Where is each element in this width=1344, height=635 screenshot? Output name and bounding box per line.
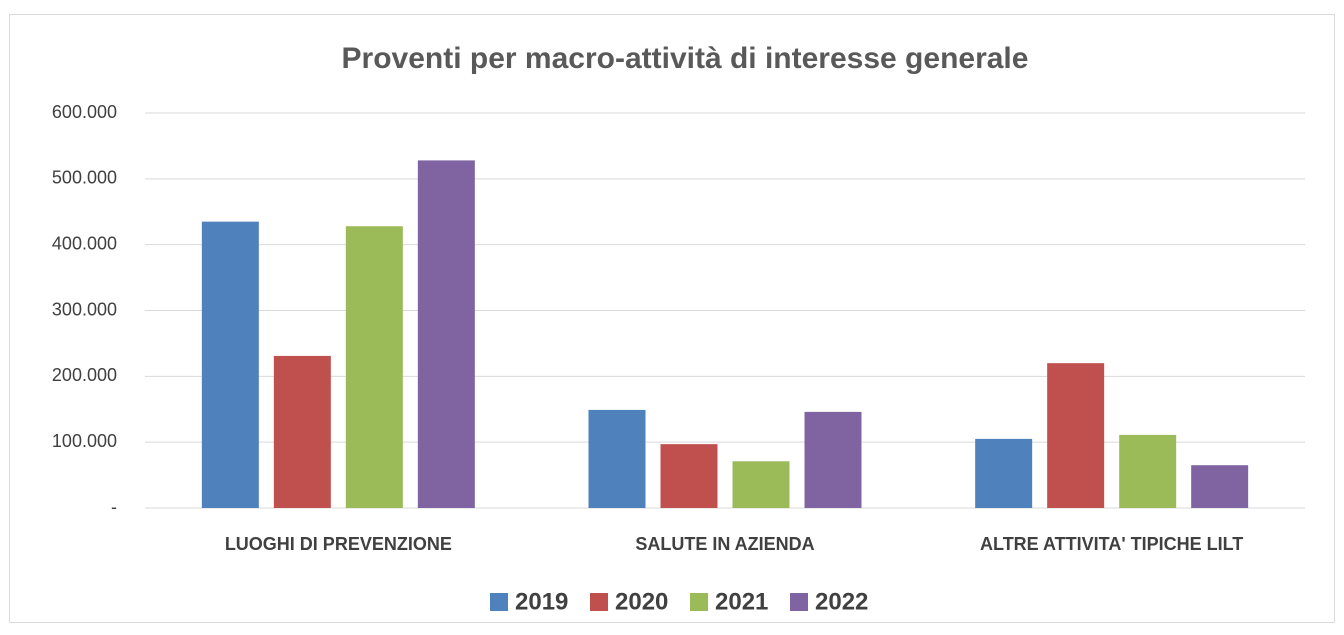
x-tick-label: LUOGHI DI PREVENZIONE (225, 534, 452, 554)
legend-swatch (690, 593, 708, 611)
y-tick-label: 300.000 (52, 299, 117, 319)
legend-swatch (590, 593, 608, 611)
y-tick-label: 500.000 (52, 168, 117, 188)
bar (1047, 363, 1105, 508)
legend-label: 2022 (815, 588, 868, 615)
legend-swatch (790, 593, 808, 611)
y-tick-label: - (111, 497, 117, 517)
bar (1119, 434, 1177, 508)
bar (732, 461, 790, 508)
bar (201, 221, 259, 508)
bar (660, 444, 718, 508)
legend-label: 2021 (715, 588, 768, 615)
legend-swatch (490, 593, 508, 611)
x-tick-label: SALUTE IN AZIENDA (635, 534, 814, 554)
y-tick-label: 200.000 (52, 365, 117, 385)
chart-title: Proventi per macro-attività di interesse… (342, 42, 1029, 75)
bar (417, 160, 475, 508)
legend-label: 2019 (515, 588, 568, 615)
y-tick-label: 400.000 (52, 233, 117, 253)
y-tick-label: 100.000 (52, 431, 117, 451)
bar (1191, 465, 1249, 508)
legend-label: 2020 (615, 588, 668, 615)
y-tick-label: 600.000 (52, 102, 117, 122)
bar (588, 409, 646, 508)
bar (975, 438, 1033, 508)
bar (273, 355, 331, 508)
x-tick-label: ALTRE ATTIVITA' TIPICHE LILT (980, 534, 1243, 554)
bar (804, 411, 862, 508)
bar (345, 226, 403, 508)
